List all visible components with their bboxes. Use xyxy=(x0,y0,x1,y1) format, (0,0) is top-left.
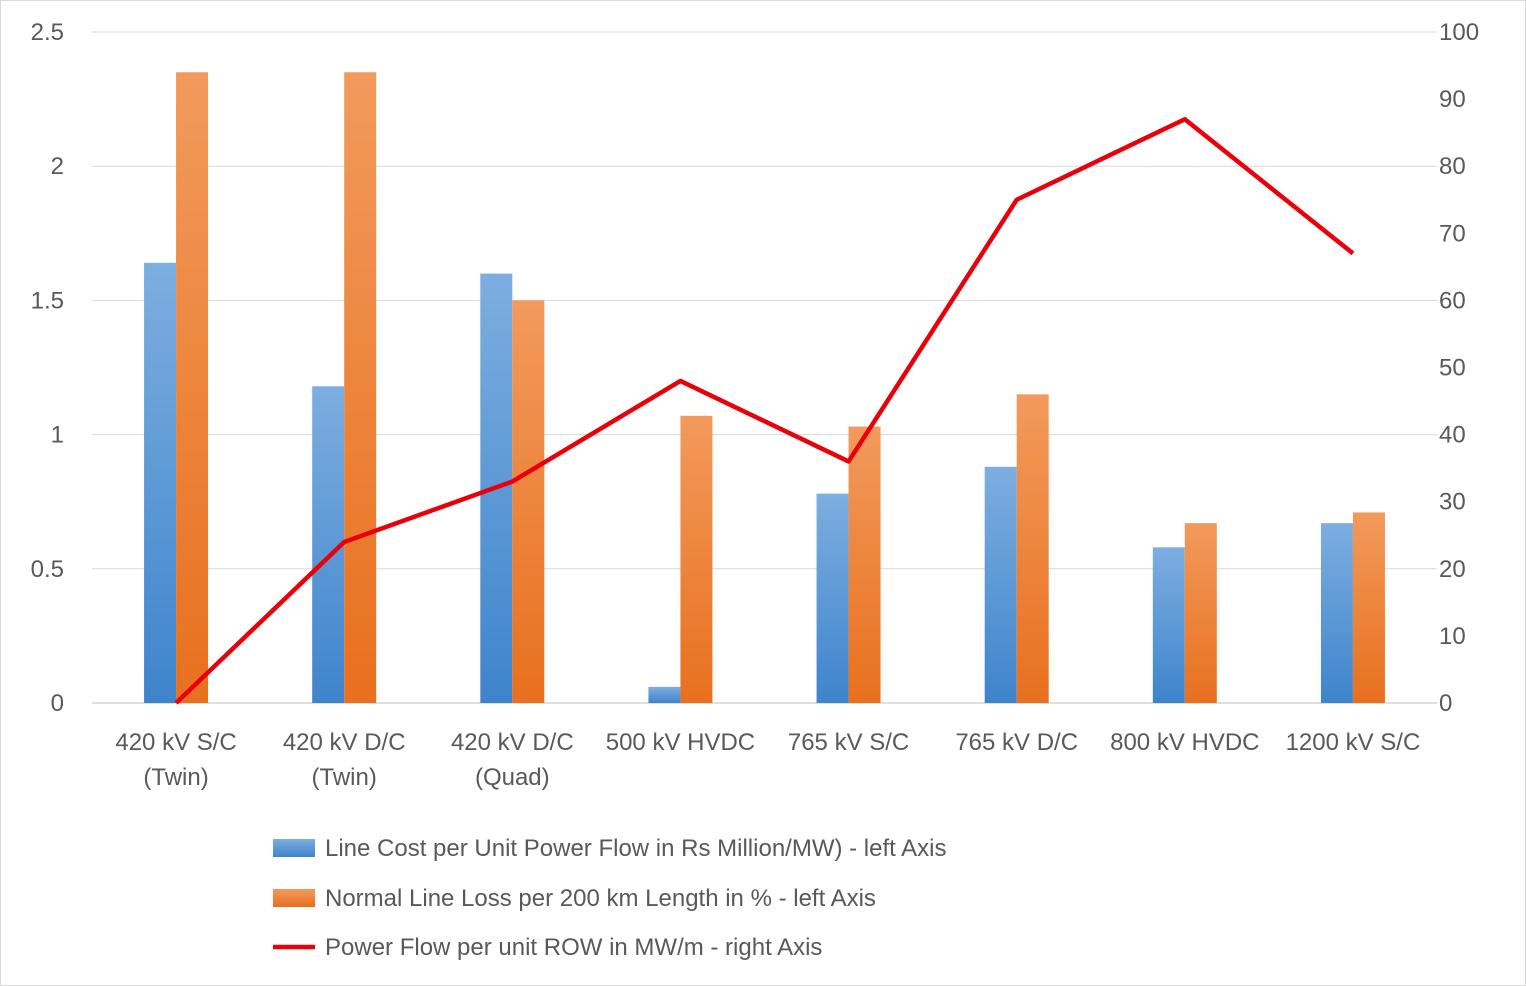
right-tick-label: 20 xyxy=(1439,556,1466,583)
right-tick-label: 0 xyxy=(1439,690,1452,717)
right-axis: 0 10 20 30 40 50 60 70 80 90 100 xyxy=(1439,19,1479,717)
right-tick-label: 30 xyxy=(1439,489,1466,516)
line-cost-bar xyxy=(144,262,177,703)
left-axis: 0 0.5 1 1.5 2 2.5 xyxy=(31,19,64,717)
right-tick-label: 60 xyxy=(1439,287,1466,314)
line-series xyxy=(174,116,1355,705)
line-cost-bar xyxy=(648,686,681,703)
legend-label: Normal Line Loss per 200 km Length in % … xyxy=(325,885,876,912)
category-axis: 420 kV S/C (Twin) 420 kV D/C (Twin) 420 kV D… xyxy=(115,729,1420,791)
right-tick-label: 80 xyxy=(1439,153,1466,180)
category-label: 1200 kV S/C xyxy=(1286,729,1421,756)
category-label: 420 kV D/C xyxy=(283,729,406,756)
category-label: 765 kV D/C xyxy=(955,729,1078,756)
category-label: (Twin) xyxy=(312,764,377,791)
line-cost-bar xyxy=(1152,547,1185,703)
line-cost-bar xyxy=(816,493,849,703)
category-label: 765 kV S/C xyxy=(788,729,909,756)
left-tick-label: 1 xyxy=(51,422,64,449)
power-flow-line xyxy=(174,116,1355,705)
category-label: 800 kV HVDC xyxy=(1110,729,1259,756)
left-tick-label: 0.5 xyxy=(31,556,64,583)
right-tick-label: 70 xyxy=(1439,220,1466,247)
category-label: 420 kV S/C xyxy=(115,729,236,756)
line-loss-bar xyxy=(1352,512,1385,703)
line-cost-bar xyxy=(1320,523,1353,703)
line-loss-bar xyxy=(344,72,377,703)
line-loss-bar xyxy=(848,426,881,703)
category-label: 420 kV D/C xyxy=(451,729,574,756)
left-tick-label: 1.5 xyxy=(31,287,64,314)
legend-swatch-blue xyxy=(273,839,315,857)
right-tick-label: 40 xyxy=(1439,422,1466,449)
line-cost-bar xyxy=(984,466,1017,703)
category-label: 500 kV HVDC xyxy=(606,729,755,756)
line-loss-bar xyxy=(1184,523,1217,703)
category-label: (Quad) xyxy=(475,764,550,791)
line-loss-bar xyxy=(680,415,713,703)
bar-series xyxy=(144,72,1385,703)
right-tick-label: 100 xyxy=(1439,19,1479,46)
line-loss-bar xyxy=(176,72,209,703)
right-tick-label: 50 xyxy=(1439,355,1466,382)
line-loss-bar xyxy=(1016,394,1049,703)
line-loss-bar xyxy=(512,300,545,703)
legend-label: Power Flow per unit ROW in MW/m - right … xyxy=(325,934,822,961)
left-tick-label: 2.5 xyxy=(31,19,64,46)
legend-swatch-orange xyxy=(273,889,315,907)
right-tick-label: 10 xyxy=(1439,623,1466,650)
legend-label: Line Cost per Unit Power Flow in Rs Mill… xyxy=(325,835,947,862)
left-tick-label: 2 xyxy=(51,153,64,180)
left-tick-label: 0 xyxy=(51,690,64,717)
legend: Line Cost per Unit Power Flow in Rs Mill… xyxy=(273,835,947,961)
right-tick-label: 90 xyxy=(1439,86,1466,113)
category-label: (Twin) xyxy=(143,764,208,791)
